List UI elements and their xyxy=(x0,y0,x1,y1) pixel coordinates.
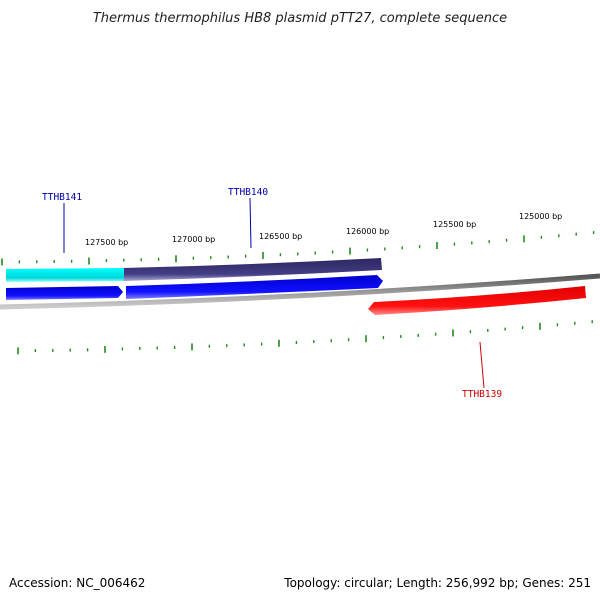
scale-label-127000: 127000 bp xyxy=(172,235,215,244)
feature-cyan[interactable] xyxy=(6,268,124,282)
scale-label-127500: 127500 bp xyxy=(85,238,128,247)
map-title: Thermus thermophilus HB8 plasmid pTT27, … xyxy=(93,11,507,26)
gene-label-tthb139[interactable]: TTHB139 xyxy=(462,389,502,400)
accession-text: Accession: NC_006462 xyxy=(9,576,146,590)
leader-tthb140 xyxy=(249,197,252,249)
scale-label-126500: 126500 bp xyxy=(259,232,302,241)
gene-arrow-tthb139[interactable] xyxy=(368,286,586,315)
scale-label-125000: 125000 bp xyxy=(519,212,562,221)
gene-label-tthb140[interactable]: TTHB140 xyxy=(228,187,268,198)
outer-scale-ticks xyxy=(1,231,595,266)
plasmid-backbone xyxy=(0,273,600,310)
scale-label-125500: 125500 bp xyxy=(433,220,476,229)
gene-label-tthb141[interactable]: TTHB141 xyxy=(42,192,82,203)
feature-navy[interactable] xyxy=(124,258,382,281)
leader-tthb139 xyxy=(479,341,485,389)
inner-scale-ticks xyxy=(17,320,593,355)
topology-summary: Topology: circular; Length: 256,992 bp; … xyxy=(284,576,591,590)
gene-arrow-tthb140[interactable] xyxy=(126,275,383,299)
gene-arrow-tthb141[interactable] xyxy=(6,286,123,300)
scale-label-126000: 126000 bp xyxy=(346,227,389,236)
